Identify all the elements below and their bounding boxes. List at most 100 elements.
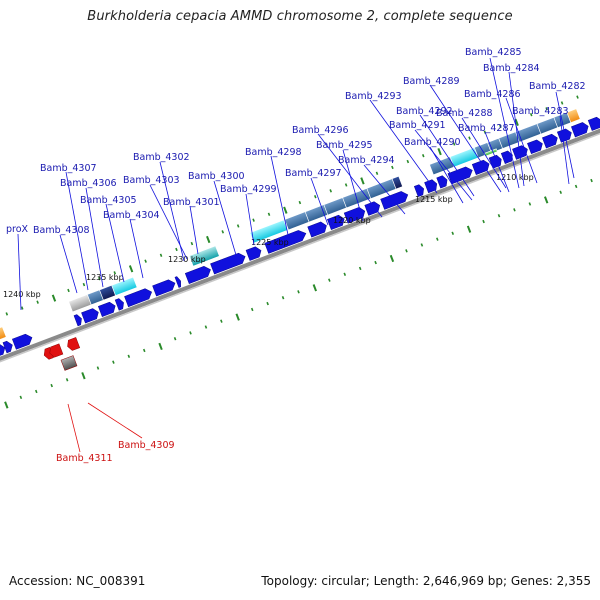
gene-arrow[interactable] (436, 175, 449, 189)
gene-label[interactable]: Bamb_4309 (118, 440, 175, 451)
gene-label[interactable]: Bamb_4289 (403, 76, 460, 87)
gene-label[interactable]: Bamb_4300 (188, 171, 245, 182)
gene-arrow[interactable] (471, 159, 491, 175)
gene-arrow[interactable] (184, 264, 212, 284)
gene-label[interactable]: Bamb_4307 (40, 163, 97, 174)
gene-arrow[interactable] (500, 150, 514, 164)
sequence-tick (144, 259, 147, 263)
gene-label[interactable]: Bamb_4305 (80, 195, 137, 206)
feature-block[interactable] (111, 276, 138, 296)
gene-arrow[interactable] (542, 133, 559, 149)
gene-label[interactable]: Bamb_4298 (245, 147, 302, 158)
feature-block[interactable] (304, 204, 329, 223)
gene-label[interactable]: Bamb_4284 (483, 63, 540, 74)
gene-arrow[interactable] (73, 314, 84, 327)
feature-block[interactable] (0, 326, 7, 341)
gene-arrow[interactable] (424, 179, 439, 194)
gene-arrow[interactable] (488, 154, 503, 169)
gene-label[interactable]: Bamb_4294 (338, 155, 395, 166)
gene-label[interactable]: Bamb_4293 (345, 91, 402, 102)
scale-label: 1240 kbp (3, 290, 41, 299)
gene-label[interactable]: Bamb_4290 (404, 137, 461, 148)
sequence-tick (173, 337, 177, 341)
gene-label[interactable]: Bamb_4283 (512, 106, 569, 117)
chromosome-backbone-shadow (0, 126, 600, 370)
gene-arrow-reverse[interactable] (42, 347, 54, 360)
gene-arrow[interactable] (97, 301, 117, 318)
gene-arrow[interactable] (124, 287, 153, 308)
gene-arrow[interactable] (114, 298, 125, 311)
gene-label[interactable]: Bamb_4285 (465, 47, 522, 58)
gene-label[interactable]: Bamb_4288 (436, 108, 493, 119)
gene-label[interactable]: Bamb_4295 (316, 140, 373, 151)
gene-label[interactable]: Bamb_4287 (458, 123, 515, 134)
gene-label[interactable]: Bamb_4296 (292, 125, 349, 136)
sequence-tick (344, 183, 348, 187)
gene-arrow[interactable] (413, 184, 425, 197)
gene-label[interactable]: Bamb_4282 (529, 81, 586, 92)
sequence-tick (389, 254, 395, 263)
gene-arrow[interactable] (343, 206, 367, 224)
sequence-tick (343, 272, 347, 276)
sequence-tick (19, 395, 23, 400)
gene-arrow[interactable] (81, 307, 100, 324)
gene-arrow[interactable] (364, 200, 382, 216)
gene-label[interactable]: Bamb_4291 (389, 120, 446, 131)
gene-label[interactable]: Bamb_4302 (133, 152, 190, 163)
sequence-tick (590, 178, 593, 183)
gene-arrow[interactable] (2, 340, 14, 354)
sequence-tick (452, 142, 456, 146)
feature-block[interactable] (284, 211, 310, 231)
gene-arrow[interactable] (587, 116, 600, 131)
sequence-tick (420, 243, 424, 247)
gene-label[interactable]: Bamb_4311 (56, 453, 113, 464)
gene-label[interactable]: Bamb_4286 (464, 89, 521, 100)
gene-arrow[interactable] (245, 245, 263, 261)
sequence-tick (314, 195, 317, 199)
gene-arrow[interactable] (527, 138, 544, 155)
gene-label[interactable]: Bamb_4308 (33, 225, 90, 236)
gene-arrow[interactable] (152, 278, 177, 297)
feature-block[interactable] (483, 148, 498, 157)
feature-block[interactable] (323, 197, 347, 216)
gene-label[interactable]: Bamb_4303 (123, 175, 180, 186)
sequence-tick (528, 202, 532, 206)
gene-arrow[interactable] (556, 127, 573, 143)
feature-block[interactable] (391, 175, 403, 190)
sequence-tick (437, 147, 442, 156)
gene-label[interactable]: Bamb_4306 (60, 178, 117, 189)
gene-arrow[interactable] (380, 190, 410, 210)
gene-arrow[interactable] (264, 228, 308, 254)
feature-block[interactable] (188, 245, 220, 267)
feature-block[interactable] (429, 156, 455, 176)
reverse-leader-lines (67, 402, 143, 453)
gene-arrow[interactable] (307, 220, 329, 238)
gene-arrow[interactable] (327, 214, 346, 231)
gene-label[interactable]: Bamb_4304 (103, 210, 160, 221)
feature-block[interactable] (566, 108, 581, 124)
gene-label[interactable]: Bamb_4299 (220, 184, 277, 195)
gene-label[interactable]: Bamb_4297 (285, 168, 342, 179)
sequence-tick (81, 372, 86, 380)
gene-arrow[interactable] (11, 332, 34, 350)
feature-block[interactable] (68, 294, 92, 313)
gene-arrow[interactable] (0, 343, 7, 359)
gene-arrow-reverse[interactable] (66, 337, 81, 351)
reverse-feature-block[interactable] (60, 355, 78, 371)
sequence-tick (298, 200, 302, 205)
sequence-tick (406, 159, 410, 164)
feature-block[interactable] (515, 123, 542, 143)
gene-label[interactable]: Bamb_4292 (396, 106, 453, 117)
sequence-tick (281, 296, 285, 300)
sequence-tick (220, 319, 223, 323)
gene-arrow[interactable] (571, 121, 590, 138)
gene-label[interactable]: proX (6, 224, 29, 235)
scale-label: 1210 kbp (496, 173, 534, 182)
gene-label[interactable]: Bamb_4301 (163, 197, 220, 208)
gene-arrow[interactable] (210, 251, 247, 275)
sequence-tick (391, 165, 394, 170)
sequence-tick (4, 401, 9, 409)
gene-arrow-reverse[interactable] (48, 343, 64, 359)
gene-arrow[interactable] (174, 276, 183, 288)
